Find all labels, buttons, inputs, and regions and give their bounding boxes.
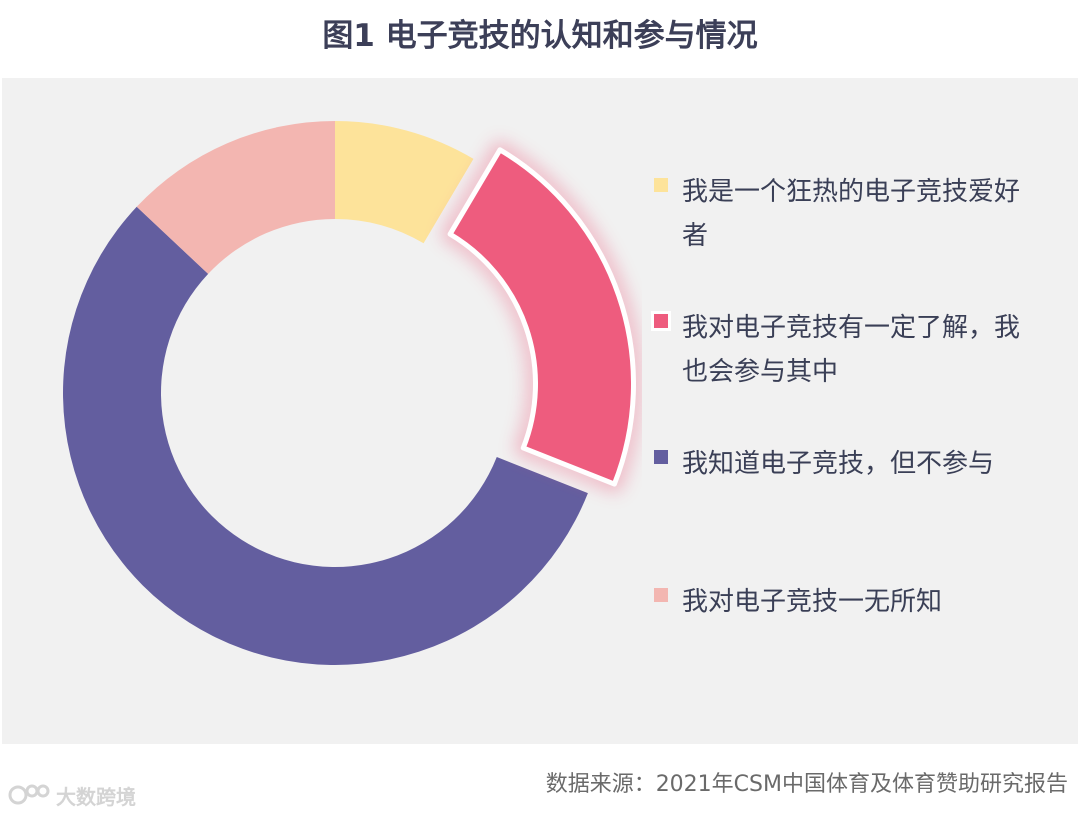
- legend-swatch: [654, 450, 668, 464]
- slice-enthusiast[interactable]: [335, 121, 474, 244]
- legend-label: 我对电子竞技有一定了解，我 也会参与其中: [682, 313, 1021, 387]
- slice-aware[interactable]: [63, 206, 588, 665]
- legend-swatch: [654, 588, 668, 602]
- chart-panel: 我是一个狂热的电子竞技爱好 者 我对电子竞技有一定了解，我 也会参与其中 我知道…: [2, 78, 1078, 744]
- slice-unaware[interactable]: [136, 121, 335, 274]
- source-note: 数据来源：2021年CSM中国体育及体育赞助研究报告: [545, 772, 1068, 797]
- watermark: 大数跨境: [8, 780, 136, 810]
- legend-swatch: [651, 311, 671, 331]
- watermark-text: 大数跨境: [56, 784, 136, 809]
- watermark-logo-icon: [8, 784, 50, 805]
- slice-participant[interactable]: [447, 147, 636, 487]
- legend-label: 我对电子竞技一无所知: [682, 587, 943, 617]
- legend-swatch: [654, 178, 668, 192]
- chart-title: 图1 电子竞技的认知和参与情况: [322, 18, 758, 54]
- legend-label: 我知道电子竞技，但不参与: [682, 449, 995, 479]
- legend-label: 我是一个狂热的电子竞技爱好 者: [682, 177, 1021, 251]
- donut-chart: [63, 121, 641, 665]
